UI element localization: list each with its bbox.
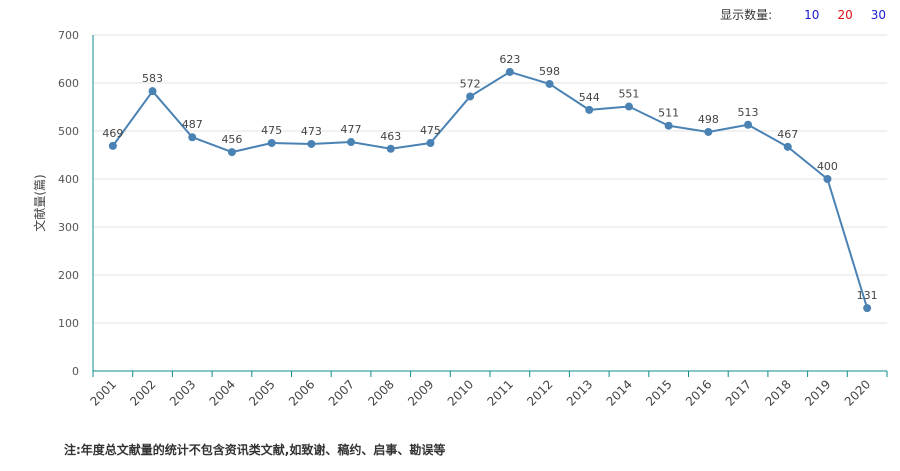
x-tick-label: 2008 [365,377,396,408]
data-label: 456 [221,133,242,146]
data-point [466,92,475,101]
y-axis-label: 文献量(篇) [32,174,47,231]
data-label: 487 [182,118,203,131]
data-point [386,144,395,153]
x-tick-label: 2016 [683,377,714,408]
y-tick-label: 700 [58,29,79,42]
y-tick-label: 300 [58,221,79,234]
x-tick-label: 2018 [762,377,793,408]
data-point [227,148,236,157]
data-point [505,67,514,76]
data-label: 131 [857,289,878,302]
x-tick-label: 2013 [564,377,595,408]
data-label: 469 [102,127,123,140]
data-point [624,102,633,111]
x-tick-label: 2015 [643,377,674,408]
data-label: 598 [539,65,560,78]
y-tick-label: 400 [58,173,79,186]
y-tick-label: 500 [58,125,79,138]
x-tick-label: 2006 [286,377,317,408]
x-tick-label: 2003 [167,377,198,408]
y-tick-label: 100 [58,317,79,330]
data-point [426,139,435,147]
data-label: 477 [341,123,362,136]
x-tick-label: 2010 [445,377,476,408]
data-point [585,105,594,114]
x-tick-label: 2019 [802,377,833,408]
display-count-label: 显示数量: [720,8,773,22]
series-line [112,70,869,309]
data-label: 400 [817,160,838,173]
data-label: 467 [777,128,798,141]
data-point [148,87,157,96]
line-chart: 0 100 200 300 400 500 600 700 2001 2002 2003 2004 20… [32,29,888,409]
display-count-option-10[interactable]: 10 [804,7,820,22]
data-label: 511 [658,107,679,120]
display-count-selector: 显示数量: 10 20 30 [720,6,886,23]
x-tick-label: 2012 [524,377,555,408]
y-tick-label: 200 [58,269,79,282]
y-tick-label: 600 [58,77,79,90]
data-label: 475 [261,124,282,137]
display-count-option-20[interactable]: 20 [837,7,853,22]
x-tick-label: 2017 [723,377,754,408]
data-point [108,141,117,150]
data-label: 623 [499,53,520,66]
x-tick-label: 2002 [127,377,158,408]
y-tick-label: 0 [72,365,79,378]
x-tick-label: 2001 [87,377,118,408]
data-point [664,121,673,130]
x-tick-label: 2004 [207,377,238,408]
data-label: 498 [698,113,719,126]
data-label: 463 [380,130,401,143]
data-point [267,139,276,147]
x-tick-label: 2014 [604,377,635,408]
data-label: 475 [420,124,441,137]
data-point [863,304,872,313]
data-point [307,139,316,148]
data-label: 473 [301,125,322,138]
footnote: 注:年度总文献量的统计不包含资讯类文献,如致谢、稿约、启事、勘误等 [64,443,446,457]
data-point [704,127,713,136]
data-label: 572 [460,77,481,90]
data-point [823,175,832,183]
data-point [744,120,753,129]
data-label: 551 [618,88,639,101]
data-label: 544 [579,91,600,104]
data-point [545,79,554,88]
x-tick-label: 2007 [326,377,357,408]
display-count-option-30[interactable]: 30 [870,7,886,22]
data-point [347,138,356,147]
x-tick-label: 2020 [842,377,873,408]
data-label: 583 [142,72,163,85]
data-point [188,133,197,142]
x-tick-label: 2011 [484,377,515,408]
x-tick-label: 2009 [405,377,436,408]
data-point [783,142,792,151]
data-label: 513 [738,106,759,119]
x-tick-label: 2005 [246,377,277,408]
